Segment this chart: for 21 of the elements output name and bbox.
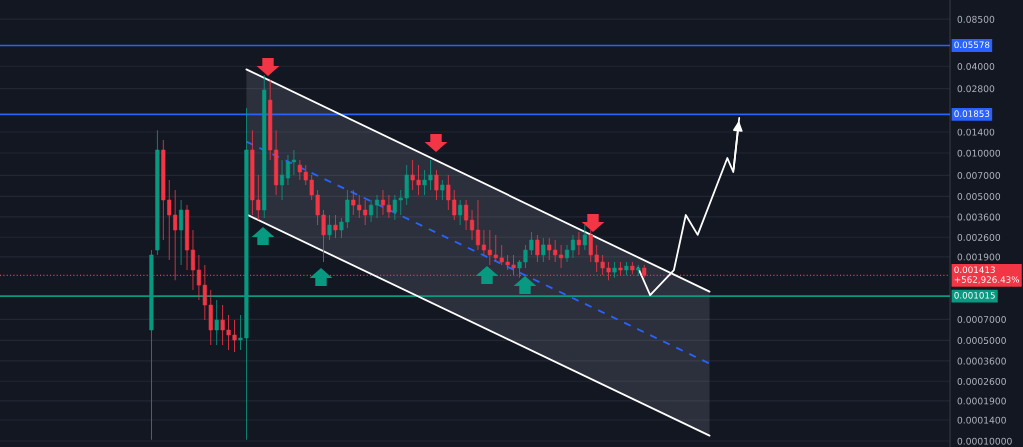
- y-tick-label: 0.0007000: [957, 316, 1006, 323]
- y-tick-label: 0.0002600: [957, 377, 1006, 385]
- y-tick-label: 0.01400: [957, 128, 995, 136]
- y-tick-label: 0.0001400: [957, 416, 1006, 424]
- y-tick-label: 0.0003600: [957, 357, 1006, 365]
- y-tick-label: 0.08500: [957, 15, 995, 23]
- y-tick-label: 0.005000: [957, 193, 1001, 200]
- y-tick-label: 0.04000: [957, 63, 995, 70]
- y-tick-label: 0.003600: [957, 213, 1001, 221]
- y-tick-label: 0.00010000: [957, 437, 1012, 445]
- ref-line-label: 0.001015: [954, 292, 995, 299]
- y-tick-label: 0.02800: [957, 85, 995, 93]
- y-tick-label: 0.001900: [957, 253, 1001, 261]
- y-tick-label: 0.0001900: [957, 397, 1006, 405]
- ref-line-label: 0.01853: [954, 110, 990, 117]
- y-tick-label: 0.002600: [957, 233, 1001, 241]
- ref-line-label: 0.001413 +562,926.43%: [954, 266, 1020, 284]
- ref-line-label: 0.05578: [954, 41, 990, 49]
- y-tick-label: 0.0005000: [957, 337, 1006, 344]
- y-tick-label: 0.007000: [957, 172, 1001, 179]
- y-tick-label: 0.010000: [957, 149, 1001, 157]
